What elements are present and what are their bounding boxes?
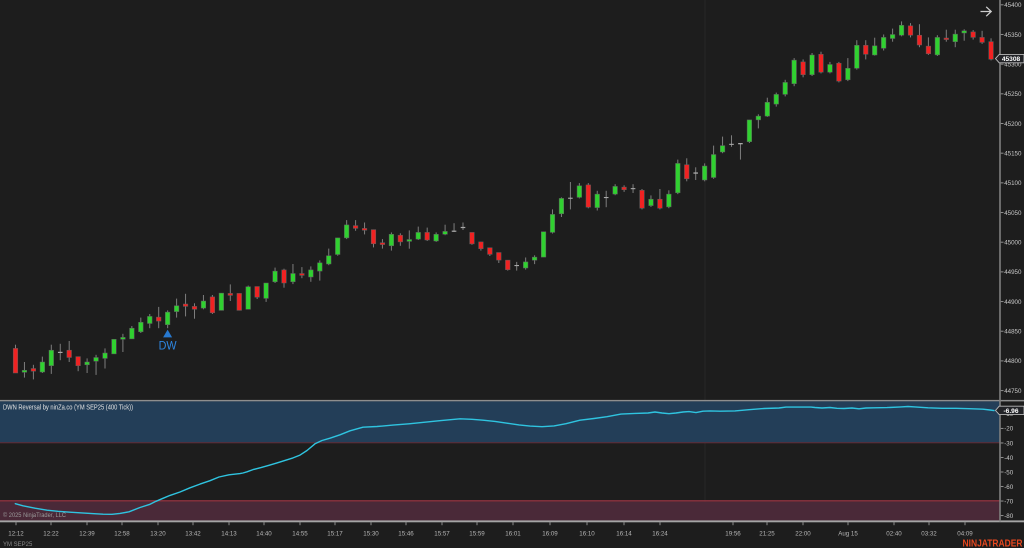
svg-text:45150: 45150: [1004, 150, 1022, 157]
svg-text:15:57: 15:57: [434, 530, 450, 537]
svg-text:NINJATRADER: NINJATRADER: [963, 538, 1023, 548]
svg-text:03:32: 03:32: [921, 530, 937, 537]
svg-text:16:09: 16:09: [542, 530, 558, 537]
svg-text:45050: 45050: [1004, 210, 1022, 217]
svg-text:-70: -70: [1004, 498, 1014, 505]
svg-text:44750: 44750: [1004, 388, 1022, 395]
svg-text:-20: -20: [1004, 426, 1014, 433]
svg-text:45200: 45200: [1004, 121, 1022, 128]
svg-text:13:42: 13:42: [185, 530, 201, 537]
svg-text:14:55: 14:55: [292, 530, 308, 537]
svg-text:04:09: 04:09: [957, 530, 973, 537]
svg-text:16:01: 16:01: [505, 530, 521, 537]
svg-text:44950: 44950: [1004, 269, 1022, 276]
svg-text:-50: -50: [1004, 469, 1014, 476]
svg-text:-6.96: -6.96: [1003, 408, 1018, 415]
svg-text:© 2025 NinjaTrader, LLC: © 2025 NinjaTrader, LLC: [3, 511, 66, 519]
svg-text:-60: -60: [1004, 484, 1014, 491]
svg-text:14:13: 14:13: [221, 530, 237, 537]
svg-text:12:58: 12:58: [114, 530, 130, 537]
svg-text:45100: 45100: [1004, 180, 1022, 187]
svg-text:15:17: 15:17: [327, 530, 343, 537]
svg-text:15:59: 15:59: [469, 530, 485, 537]
svg-text:22:00: 22:00: [795, 530, 811, 537]
svg-text:YM SEP25: YM SEP25: [3, 542, 33, 548]
svg-text:DW: DW: [159, 341, 177, 353]
svg-text:16:24: 16:24: [652, 530, 668, 537]
svg-text:19:56: 19:56: [725, 530, 741, 537]
svg-text:45300: 45300: [1004, 61, 1022, 68]
svg-text:13:20: 13:20: [150, 530, 166, 537]
svg-text:44900: 44900: [1004, 299, 1022, 306]
svg-text:44800: 44800: [1004, 358, 1022, 365]
svg-text:16:14: 16:14: [616, 530, 632, 537]
svg-text:02:40: 02:40: [886, 530, 902, 537]
svg-text:12:12: 12:12: [8, 530, 24, 537]
svg-text:15:30: 15:30: [363, 530, 379, 537]
svg-text:45308: 45308: [1002, 56, 1021, 63]
svg-text:12:39: 12:39: [79, 530, 95, 537]
svg-text:-40: -40: [1004, 455, 1014, 462]
svg-text:45000: 45000: [1004, 240, 1022, 247]
svg-text:14:40: 14:40: [256, 530, 272, 537]
svg-text:16:10: 16:10: [579, 530, 595, 537]
svg-text:44850: 44850: [1004, 329, 1022, 336]
svg-text:21:25: 21:25: [759, 530, 775, 537]
svg-text:45250: 45250: [1004, 91, 1022, 98]
svg-text:45400: 45400: [1004, 2, 1022, 9]
svg-text:-80: -80: [1004, 513, 1014, 520]
svg-text:45350: 45350: [1004, 32, 1022, 39]
svg-text:DWN Reversal by ninZa.co (YM S: DWN Reversal by ninZa.co (YM SEP25 (400 …: [3, 404, 133, 411]
svg-text:-30: -30: [1004, 440, 1014, 447]
svg-text:Aug 15: Aug 15: [838, 530, 858, 537]
svg-text:15:46: 15:46: [398, 530, 414, 537]
svg-text:12:22: 12:22: [43, 530, 59, 537]
